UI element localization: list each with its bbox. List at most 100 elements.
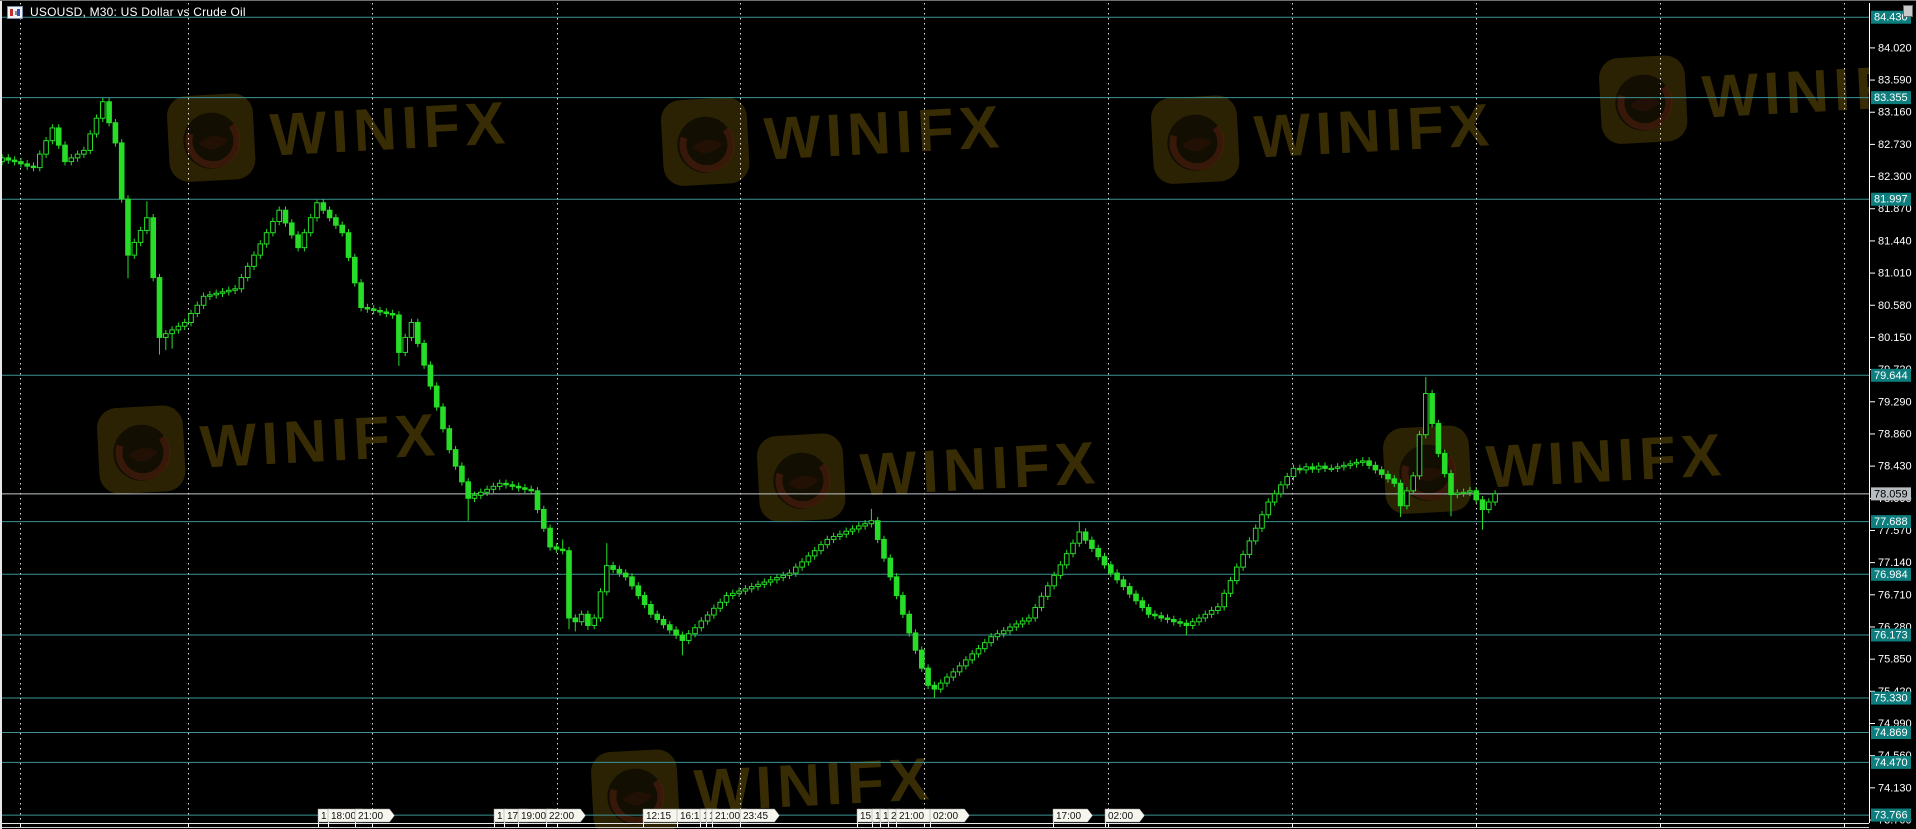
time-flag-label: 02:00 <box>1108 811 1133 822</box>
winifx-text-watermark: WINIFX <box>762 93 1005 172</box>
candle <box>169 326 175 349</box>
time-flag[interactable]: 22:00 <box>545 808 586 827</box>
candle <box>118 139 125 203</box>
candle <box>641 591 648 609</box>
candle <box>144 201 150 235</box>
candle <box>1297 464 1303 474</box>
candle <box>1202 610 1209 622</box>
candle <box>786 569 793 580</box>
price-tick-label: 81.870 <box>1878 203 1912 215</box>
time-flag-label: 1 <box>497 811 503 822</box>
price-level-badge: 81.997 <box>1871 192 1911 206</box>
candle <box>591 614 598 630</box>
svg-text:74.869: 74.869 <box>1874 727 1908 739</box>
price-tick-label: 82.300 <box>1878 171 1912 183</box>
time-flag[interactable]: 21:00 <box>895 808 936 827</box>
candle <box>1423 377 1429 439</box>
time-flag-label: 16:15 <box>680 811 705 822</box>
price-level-badge: 76.984 <box>1871 567 1911 581</box>
candle <box>112 118 119 147</box>
candle <box>282 206 289 227</box>
candle <box>522 484 528 494</box>
price-axis-background <box>1869 1 1916 829</box>
candle <box>93 114 100 138</box>
candle <box>106 98 112 127</box>
price-tick-label: 84.020 <box>1878 42 1912 54</box>
candle <box>1089 536 1095 553</box>
candle <box>937 679 944 693</box>
candle <box>1246 537 1253 559</box>
svg-text:76.173: 76.173 <box>1874 629 1908 641</box>
time-flag[interactable]: 21:00 <box>354 808 395 827</box>
candle <box>18 157 24 168</box>
candle <box>24 160 30 170</box>
candle <box>1278 481 1284 498</box>
candle <box>824 535 831 549</box>
candle <box>1183 619 1190 636</box>
candle <box>1360 457 1366 467</box>
candle <box>43 136 49 158</box>
time-flag[interactable]: 17:00 <box>1052 808 1093 827</box>
candle <box>270 217 276 237</box>
candle <box>295 231 301 252</box>
candle <box>496 479 503 491</box>
candle <box>622 569 629 581</box>
candle <box>1101 552 1108 569</box>
candle <box>62 141 68 166</box>
winifx-watermark: WINIFX <box>1383 421 1728 514</box>
candle <box>1448 469 1454 517</box>
candle <box>761 578 768 589</box>
time-flag[interactable]: 02:00 <box>929 808 970 827</box>
winifx-watermark: WINIFX <box>1151 91 1496 184</box>
candle <box>919 646 925 672</box>
candle <box>1309 463 1316 473</box>
candle <box>1208 606 1215 618</box>
candle <box>1189 618 1196 630</box>
winifx-text-watermark: WINIFX <box>858 429 1101 508</box>
scroll-marker[interactable] <box>1903 5 1913 17</box>
price-axis[interactable]: 84.020 83.590 83.160 82.730 82.300 81.870 81.4… <box>1869 1 1916 829</box>
candle <box>982 638 988 653</box>
winifx-text-watermark: WINIFX <box>268 89 511 168</box>
candle <box>37 150 43 172</box>
price-tick-label: 80.150 <box>1878 332 1912 344</box>
candle <box>433 382 440 411</box>
candle <box>238 273 245 293</box>
candle <box>566 546 572 630</box>
time-flag[interactable]: 23:45 <box>739 808 780 827</box>
time-flag-label: 17:00 <box>1056 811 1081 822</box>
candle <box>213 289 219 299</box>
candle <box>150 213 156 282</box>
candle <box>0 154 5 166</box>
candle <box>887 554 894 581</box>
time-flag-label: 23:45 <box>743 811 768 822</box>
candle <box>339 221 345 237</box>
candle <box>1000 626 1007 638</box>
candle <box>307 213 314 237</box>
candle <box>1397 479 1404 517</box>
candle <box>471 491 478 503</box>
time-flag-label: 18:00 <box>331 811 356 822</box>
candle <box>730 589 736 600</box>
winifx-text-watermark: WINIFX <box>1252 91 1495 170</box>
candle <box>1290 464 1297 481</box>
candle <box>226 286 232 296</box>
candle <box>742 585 749 595</box>
candle <box>925 664 931 690</box>
candle <box>219 288 226 298</box>
candle <box>1152 610 1158 620</box>
time-flag[interactable]: 12:15 <box>642 808 683 827</box>
candle <box>559 539 566 555</box>
candle <box>1164 614 1171 624</box>
price-tick-label: 81.010 <box>1878 268 1912 280</box>
time-axis[interactable] <box>0 823 1916 828</box>
candle <box>1032 603 1039 622</box>
time-flag[interactable]: 02:00 <box>1104 808 1145 827</box>
candle <box>528 485 535 495</box>
candle <box>1284 472 1291 489</box>
candle <box>1215 603 1221 615</box>
candle <box>1265 498 1272 519</box>
candle <box>931 681 938 699</box>
candle <box>181 318 188 330</box>
